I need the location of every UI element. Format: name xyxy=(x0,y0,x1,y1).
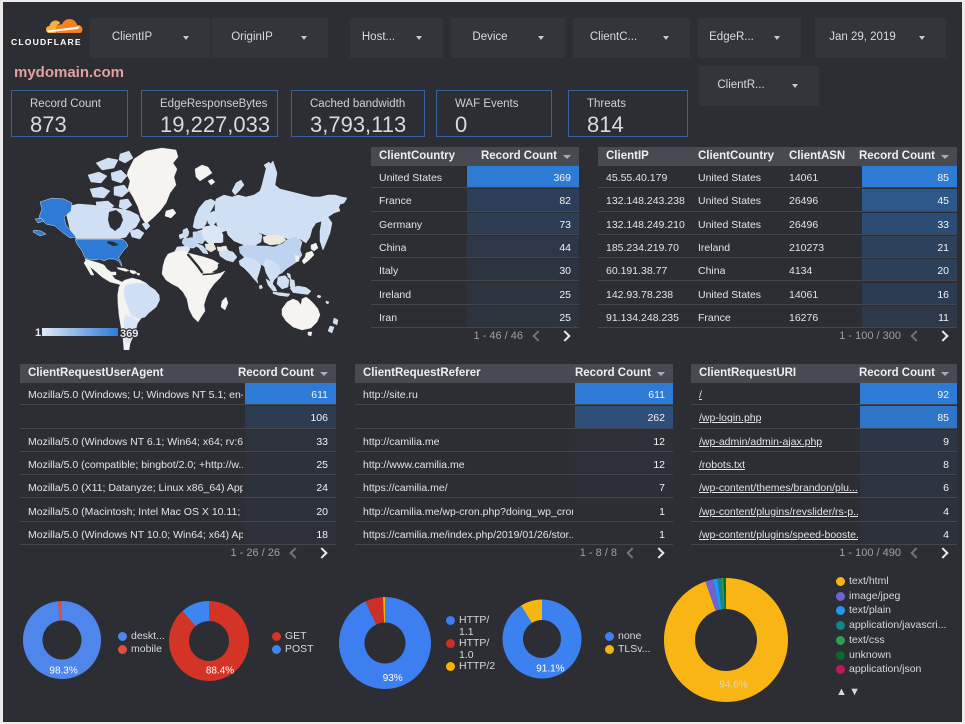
svg-text:CLOUDFLARE: CLOUDFLARE xyxy=(11,37,82,47)
svg-text:88.4%: 88.4% xyxy=(206,665,234,676)
svg-text:1: 1 xyxy=(35,327,41,339)
svg-text:93%: 93% xyxy=(383,673,403,684)
svg-text:369: 369 xyxy=(120,328,138,340)
svg-text:98.3%: 98.3% xyxy=(49,666,77,677)
svg-text:94.6%: 94.6% xyxy=(719,680,747,691)
svg-text:91.1%: 91.1% xyxy=(536,664,564,675)
